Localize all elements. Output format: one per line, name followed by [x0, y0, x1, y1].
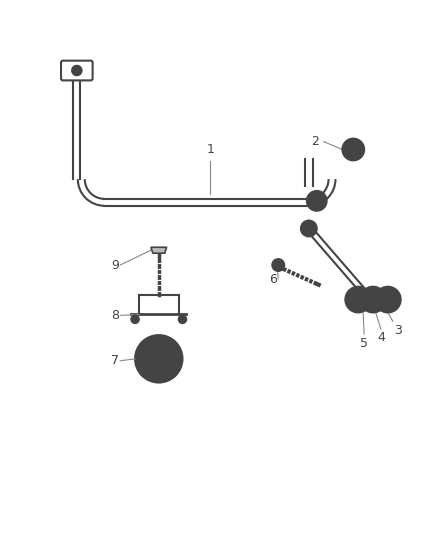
Circle shape [307, 191, 327, 211]
Circle shape [313, 197, 321, 205]
Circle shape [381, 293, 395, 306]
Circle shape [360, 287, 386, 312]
Circle shape [135, 335, 183, 383]
Circle shape [385, 296, 391, 303]
Circle shape [152, 352, 166, 366]
FancyBboxPatch shape [61, 61, 92, 80]
Circle shape [375, 287, 401, 312]
Text: 1: 1 [206, 143, 214, 156]
Polygon shape [151, 247, 167, 253]
Circle shape [343, 139, 364, 160]
Circle shape [351, 293, 365, 306]
Text: 5: 5 [360, 337, 368, 350]
Text: 6: 6 [269, 273, 277, 286]
Circle shape [179, 316, 187, 324]
Circle shape [145, 345, 173, 373]
Circle shape [131, 316, 139, 324]
Circle shape [366, 293, 380, 306]
Circle shape [370, 296, 376, 303]
Text: 3: 3 [394, 324, 402, 337]
Circle shape [346, 287, 371, 312]
Circle shape [301, 221, 317, 237]
Circle shape [272, 259, 284, 271]
Circle shape [306, 225, 312, 231]
Text: 9: 9 [111, 259, 119, 271]
Circle shape [72, 66, 82, 76]
Circle shape [355, 296, 361, 303]
Circle shape [346, 143, 360, 156]
Text: 8: 8 [111, 309, 119, 322]
Text: 2: 2 [311, 135, 319, 148]
Text: 7: 7 [111, 354, 119, 367]
Text: 4: 4 [377, 331, 385, 344]
